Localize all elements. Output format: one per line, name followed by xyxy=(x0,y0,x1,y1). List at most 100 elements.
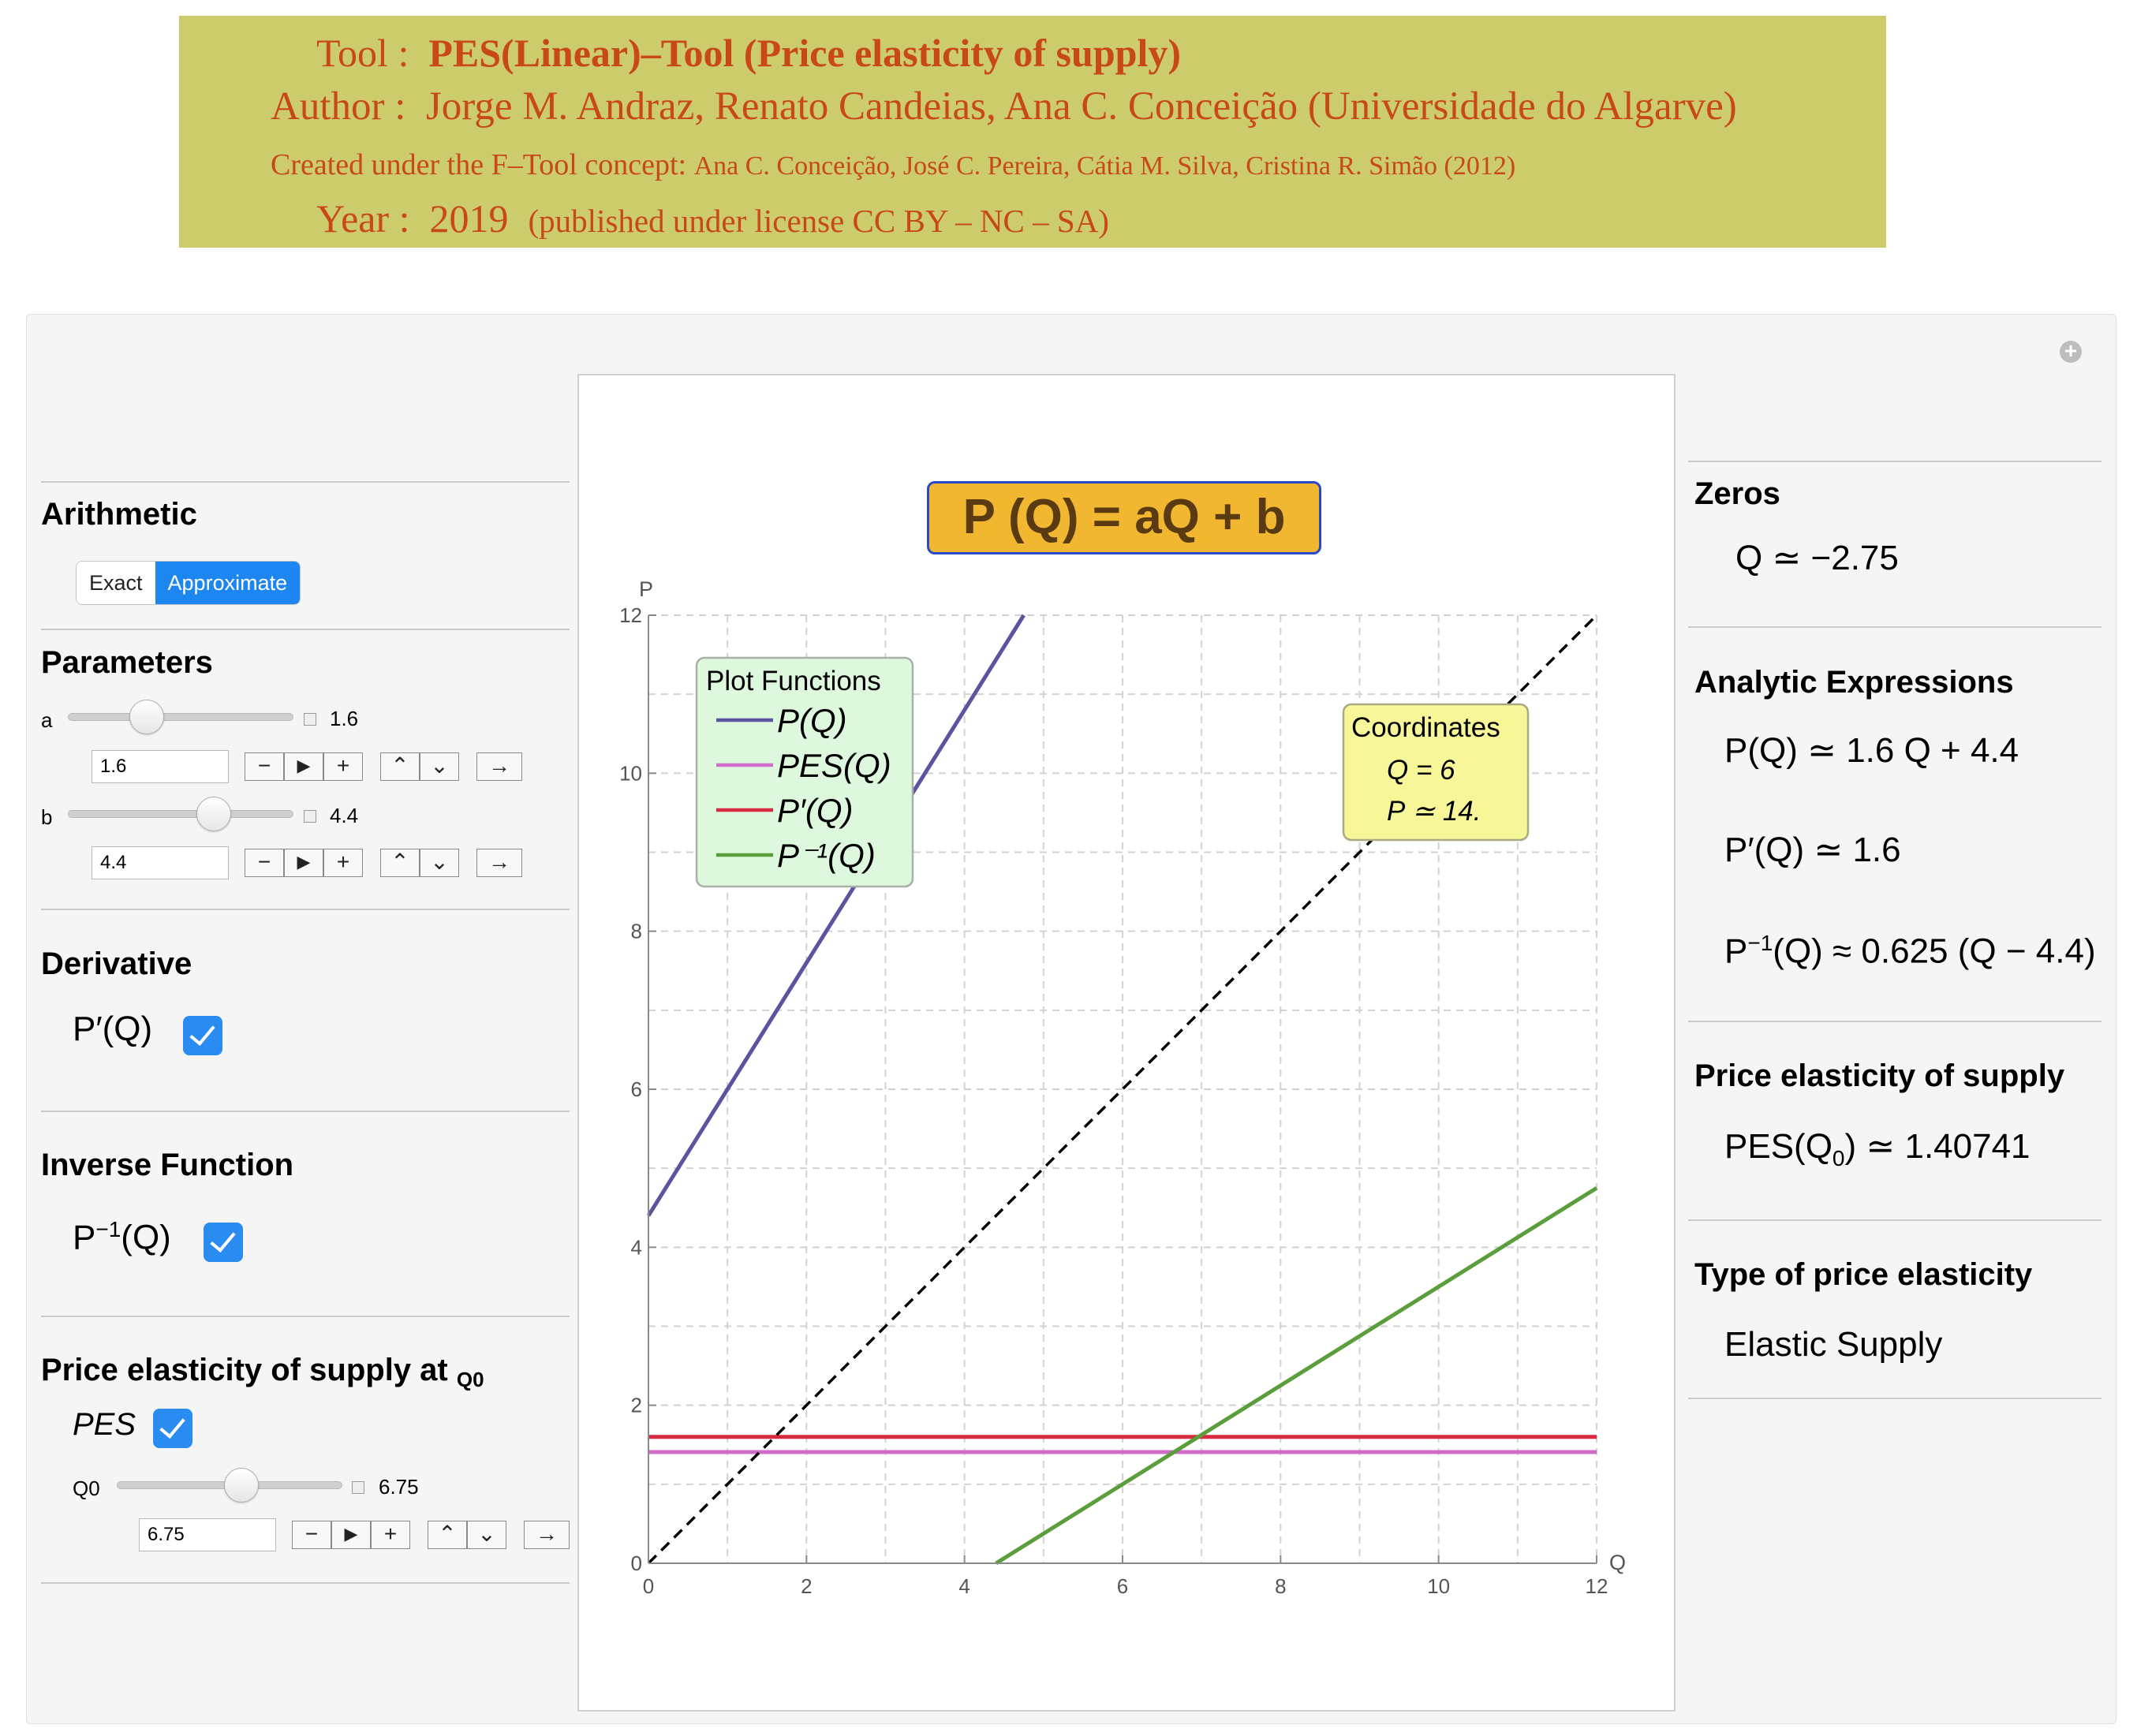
param-b-play-button[interactable]: ▶ xyxy=(284,849,323,877)
param-a-expand-icon[interactable] xyxy=(304,713,316,726)
formula-box: P (Q) = aQ + b xyxy=(927,481,1321,554)
pes-result-value: PES(Q0) ≃ 1.40741 xyxy=(1724,1126,2031,1171)
derivative-title: Derivative xyxy=(41,946,192,981)
param-b-anim-controls: − ▶ + ⌃ ⌄ → xyxy=(245,849,522,877)
param-b-direction-button[interactable]: → xyxy=(476,849,522,877)
analytic-inverse-lead: P xyxy=(1724,931,1748,971)
analytic-title: Analytic Expressions xyxy=(1694,665,2014,700)
author-names: Jorge M. Andraz, Renato Candeias, Ana C.… xyxy=(425,84,1737,129)
param-a-faster-button[interactable]: ⌃ xyxy=(380,752,420,781)
created-names: Ana C. Conceição, José C. Pereira, Cátia… xyxy=(693,151,1516,181)
separator xyxy=(1688,1021,2102,1022)
zeros-title: Zeros xyxy=(1694,476,1780,511)
parameters-title: Parameters xyxy=(41,645,213,680)
q0-input[interactable]: 6.75 xyxy=(139,1518,276,1551)
tool-name: PES(Linear)–Tool (Price elasticity of su… xyxy=(428,31,1181,75)
author-label: Author : xyxy=(271,84,406,129)
separator xyxy=(41,909,570,910)
arithmetic-toggle: Exact Approximate xyxy=(76,561,301,605)
pes-label: PES xyxy=(73,1407,136,1442)
plus-circle-icon[interactable]: + xyxy=(2060,340,2082,363)
derivative-checkbox[interactable] xyxy=(183,1016,222,1055)
pes-title: Price elasticity of supply at Q0 xyxy=(41,1353,484,1391)
elasticity-type-value: Elastic Supply xyxy=(1724,1325,1943,1364)
param-a-input[interactable]: 1.6 xyxy=(92,750,229,783)
inverse-label-arg: (Q) xyxy=(121,1218,171,1257)
separator xyxy=(41,629,570,630)
param-b-value: 4.4 xyxy=(330,804,359,827)
param-b-slider[interactable] xyxy=(68,810,293,818)
param-a-label: a xyxy=(41,708,53,732)
param-a-direction-button[interactable]: → xyxy=(476,752,522,781)
separator xyxy=(1688,626,2102,628)
pes-title-sub: Q0 xyxy=(456,1368,484,1391)
inverse-title: Inverse Function xyxy=(41,1148,294,1182)
tool-header: Tool : PES(Linear)–Tool (Price elasticit… xyxy=(179,16,1886,248)
param-a-increment-button[interactable]: + xyxy=(323,752,363,781)
param-b-input[interactable]: 4.4 xyxy=(92,846,229,879)
param-a-anim-controls: − ▶ + ⌃ ⌄ → xyxy=(245,752,522,781)
pes-result-title: Price elasticity of supply xyxy=(1694,1058,2065,1093)
pes-result-lead: PES(Q xyxy=(1724,1127,1833,1166)
elasticity-type-title: Type of price elasticity xyxy=(1694,1257,2033,1292)
exact-button[interactable]: Exact xyxy=(77,562,155,604)
q0-anim-controls: − ▶ + ⌃ ⌄ → xyxy=(292,1521,570,1549)
q0-expand-icon[interactable] xyxy=(352,1481,364,1494)
arithmetic-title: Arithmetic xyxy=(41,497,197,532)
license-text: (published under license CC BY – NC – SA… xyxy=(528,203,1109,239)
tool-label: Tool : xyxy=(316,31,409,75)
pes-checkbox[interactable] xyxy=(153,1409,192,1448)
separator xyxy=(41,1316,570,1317)
param-b-label: b xyxy=(41,805,53,829)
pes-result-rest: ) ≃ 1.40741 xyxy=(1844,1127,2031,1166)
q0-slider-thumb[interactable] xyxy=(224,1468,259,1503)
inverse-label-sup: −1 xyxy=(95,1217,121,1241)
separator xyxy=(1688,1219,2102,1221)
separator xyxy=(1688,461,2102,462)
analytic-inverse: P−1(Q) ≈ 0.625 (Q − 4.4) xyxy=(1724,931,2096,972)
tool-line: Tool : PES(Linear)–Tool (Price elasticit… xyxy=(316,30,1181,76)
separator xyxy=(41,1111,570,1112)
param-a-slower-button[interactable]: ⌄ xyxy=(420,752,459,781)
created-label: Created under the F–Tool concept: xyxy=(271,148,687,181)
analytic-inverse-rest: (Q) ≈ 0.625 (Q − 4.4) xyxy=(1773,931,2096,971)
year-value: 2019 xyxy=(429,196,509,241)
plot-frame xyxy=(577,374,1676,1712)
analytic-p: P(Q) ≃ 1.6 Q + 4.4 xyxy=(1724,731,2019,770)
analytic-inverse-sup: −1 xyxy=(1747,931,1773,955)
inverse-label-lead: P xyxy=(73,1218,96,1257)
year-line: Year : 2019 (published under license CC … xyxy=(316,196,1109,241)
pes-result-sub: 0 xyxy=(1832,1145,1845,1170)
param-a-decrement-button[interactable]: − xyxy=(245,752,284,781)
analytic-derivative: P′(Q) ≃ 1.6 xyxy=(1724,831,1901,869)
inverse-checkbox[interactable] xyxy=(204,1223,243,1262)
separator xyxy=(41,481,570,483)
param-b-expand-icon[interactable] xyxy=(304,810,316,823)
q0-increment-button[interactable]: + xyxy=(371,1521,410,1549)
param-a-slider-thumb[interactable] xyxy=(129,700,164,734)
zeros-value: Q ≃ −2.75 xyxy=(1735,539,1899,577)
param-a-slider[interactable] xyxy=(68,713,293,721)
q0-decrement-button[interactable]: − xyxy=(292,1521,331,1549)
param-b-slider-thumb[interactable] xyxy=(196,797,231,831)
param-b-slower-button[interactable]: ⌄ xyxy=(420,849,459,877)
author-line: Author : Jorge M. Andraz, Renato Candeia… xyxy=(271,84,1737,129)
param-a-play-button[interactable]: ▶ xyxy=(284,752,323,781)
created-line: Created under the F–Tool concept: Ana C.… xyxy=(271,147,1515,182)
inverse-label: P−1(Q) xyxy=(73,1217,171,1258)
q0-faster-button[interactable]: ⌃ xyxy=(428,1521,467,1549)
param-b-faster-button[interactable]: ⌃ xyxy=(380,849,420,877)
separator xyxy=(1688,1398,2102,1399)
q0-label: Q0 xyxy=(73,1477,100,1500)
separator xyxy=(41,1582,570,1584)
param-a-value: 1.6 xyxy=(330,707,359,730)
param-b-decrement-button[interactable]: − xyxy=(245,849,284,877)
approximate-button[interactable]: Approximate xyxy=(155,562,301,604)
q0-play-button[interactable]: ▶ xyxy=(331,1521,371,1549)
q0-value: 6.75 xyxy=(379,1475,419,1499)
q0-direction-button[interactable]: → xyxy=(524,1521,570,1549)
pes-title-text: Price elasticity of supply at xyxy=(41,1353,448,1387)
param-b-increment-button[interactable]: + xyxy=(323,849,363,877)
year-label: Year : xyxy=(316,196,410,241)
q0-slower-button[interactable]: ⌄ xyxy=(467,1521,506,1549)
